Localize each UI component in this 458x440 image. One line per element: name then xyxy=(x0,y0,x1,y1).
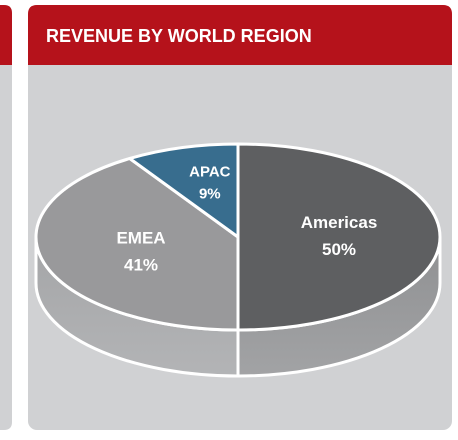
pie-slice xyxy=(128,142,240,239)
slice-label: Americas xyxy=(301,213,378,232)
slice-value-label: 9% xyxy=(199,185,221,202)
slice-value-label: 50% xyxy=(322,240,356,259)
neighbor-card xyxy=(0,5,12,430)
pie: Americas 50% EMEA 41% APAC 9% xyxy=(34,142,442,378)
slice-value-label: 41% xyxy=(124,256,158,275)
slice-label: EMEA xyxy=(116,229,165,248)
chart-title: REVENUE BY WORLD REGION xyxy=(46,26,312,46)
slice-label: APAC xyxy=(189,163,231,180)
pie-slice xyxy=(236,142,442,332)
